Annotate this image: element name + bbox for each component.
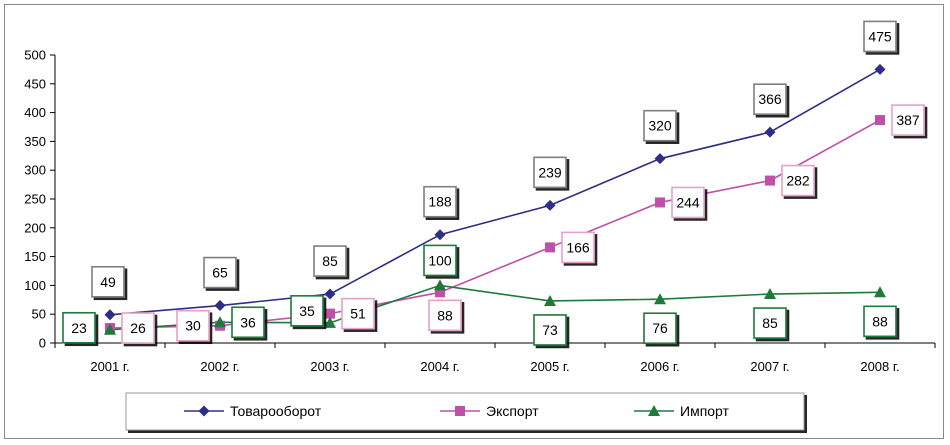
y-tick-label: 0	[39, 336, 46, 351]
data-label-box-товарооборот	[203, 256, 237, 289]
data-label-box-товарооборот	[863, 20, 897, 53]
data-label-box-импорт	[423, 244, 457, 277]
data-label-экспорт: 166	[566, 239, 590, 255]
y-tick-label: 150	[24, 249, 46, 264]
point-импорт	[874, 286, 886, 298]
data-label-товарооборот: 239	[538, 164, 562, 180]
data-label-box-товарооборот	[533, 156, 567, 189]
data-label-импорт: 85	[762, 315, 778, 331]
x-tick-label: 2008 г.	[860, 359, 899, 374]
data-label-импорт: 35	[299, 303, 315, 319]
data-label-экспорт: 282	[786, 173, 810, 189]
chart-frame	[4, 4, 944, 439]
data-label-экспорт: 51	[350, 306, 366, 322]
x-tick-label: 2004 г.	[420, 359, 459, 374]
point-товарооборот	[324, 288, 336, 300]
point-импорт	[544, 294, 556, 306]
data-label-box-экспорт	[341, 297, 375, 330]
data-label-импорт: 73	[542, 322, 558, 338]
data-label-box-товарооборот	[643, 109, 677, 142]
y-tick-label: 500	[24, 48, 46, 63]
point-товарооборот	[434, 229, 446, 241]
data-label-box-импорт	[863, 305, 897, 338]
point-товарооборот	[544, 199, 556, 211]
point-импорт	[104, 323, 116, 335]
data-label-товарооборот: 366	[758, 91, 782, 107]
data-label-импорт: 36	[240, 314, 256, 330]
series-line-товарооборот	[109, 68, 881, 316]
data-label-экспорт: 26	[130, 320, 146, 336]
x-tick-label: 2001 г.	[90, 359, 129, 374]
data-label-box-товарооборот	[753, 83, 787, 115]
data-label-box-экспорт	[428, 299, 462, 332]
x-tick-label: 2002 г.	[200, 359, 239, 374]
data-label-box-экспорт	[121, 312, 155, 344]
series-line-экспорт	[109, 119, 881, 329]
data-label-box-импорт	[62, 311, 96, 344]
y-tick-label: 400	[24, 105, 46, 120]
data-label-box-экспорт	[781, 164, 815, 197]
y-tick-label: 300	[24, 163, 46, 178]
data-label-экспорт: 244	[676, 194, 700, 210]
legend-label-экспорт: Экспорт	[486, 403, 539, 419]
data-label-box-товарооборот	[313, 245, 347, 277]
data-label-товарооборот: 188	[428, 194, 452, 210]
x-tick-label: 2003 г.	[310, 359, 349, 374]
legend-label-импорт: Импорт	[680, 403, 730, 419]
data-label-товарооборот: 65	[212, 265, 228, 281]
data-label-box-товарооборот	[423, 185, 457, 218]
point-товарооборот	[764, 126, 776, 138]
point-импорт	[764, 288, 776, 300]
x-tick-label: 2007 г.	[750, 359, 789, 374]
data-label-импорт: 88	[872, 313, 888, 329]
point-экспорт	[875, 115, 885, 126]
point-импорт	[434, 279, 446, 291]
data-label-товарооборот: 85	[322, 253, 338, 269]
data-label-box-экспорт	[891, 104, 925, 136]
x-tick-label: 2005 г.	[530, 359, 569, 374]
y-tick-label: 350	[24, 134, 46, 149]
legend-label-товарооборот: Товарооборот	[230, 403, 322, 419]
data-label-экспорт: 387	[896, 112, 920, 128]
y-tick-label: 200	[24, 220, 46, 235]
data-label-импорт: 76	[652, 320, 668, 336]
point-экспорт	[435, 287, 445, 298]
data-label-импорт: 23	[71, 320, 87, 336]
data-label-box-экспорт	[176, 309, 210, 342]
point-экспорт	[765, 175, 775, 186]
legend-marker-экспорт	[455, 406, 465, 416]
point-экспорт	[655, 197, 665, 208]
legend-marker-импорт	[648, 405, 660, 416]
y-tick-label: 50	[32, 307, 46, 322]
data-label-box-импорт	[533, 314, 567, 346]
data-label-товарооборот: 475	[868, 28, 892, 44]
y-tick-label: 100	[24, 278, 46, 293]
point-импорт	[324, 316, 336, 328]
data-label-товарооборот: 49	[100, 274, 116, 290]
point-экспорт	[325, 308, 335, 319]
data-label-box-импорт	[231, 306, 265, 339]
data-label-товарооборот: 320	[648, 118, 672, 134]
point-импорт	[214, 316, 226, 328]
data-label-экспорт: 30	[185, 318, 201, 334]
point-экспорт	[545, 242, 555, 253]
y-tick-label: 250	[24, 192, 46, 207]
data-label-box-экспорт	[561, 231, 595, 264]
point-товарооборот	[654, 153, 666, 165]
data-label-box-экспорт	[671, 186, 705, 219]
data-label-box-импорт	[643, 312, 677, 345]
data-label-box-товарооборот	[91, 265, 125, 298]
data-label-экспорт: 88	[437, 307, 453, 323]
point-товарооборот	[104, 309, 116, 321]
data-label-box-импорт	[290, 295, 324, 327]
point-товарооборот	[214, 300, 226, 312]
x-tick-label: 2006 г.	[640, 359, 679, 374]
data-label-импорт: 100	[428, 252, 452, 268]
legend-marker-товарооборот	[198, 405, 210, 417]
point-товарооборот	[874, 63, 886, 75]
point-импорт	[654, 293, 666, 305]
data-label-box-импорт	[753, 307, 787, 339]
y-tick-label: 450	[24, 76, 46, 91]
